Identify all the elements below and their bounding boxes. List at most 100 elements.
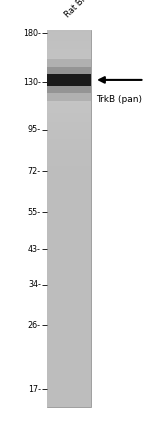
Text: 130-: 130- [23,78,41,87]
Bar [47,100,91,101]
Text: 72-: 72- [28,167,41,176]
Bar [47,205,91,207]
Bar [47,96,91,98]
Bar [47,47,91,49]
Bar [47,375,91,377]
Bar [47,128,91,130]
Bar [47,30,91,31]
Bar [47,114,91,117]
Bar [47,181,91,182]
Bar [47,309,91,311]
Bar [47,103,91,105]
Bar [47,360,91,362]
Bar [47,243,91,245]
Bar [47,333,91,335]
Bar [47,388,91,390]
Bar [47,299,91,301]
Bar [47,235,91,237]
Bar [47,337,91,339]
Bar [47,281,91,282]
Bar [47,254,91,256]
Bar [47,245,91,247]
Bar [47,352,91,354]
Bar [47,130,91,131]
Bar [47,120,91,122]
Bar [47,239,91,241]
Bar [47,258,91,260]
Bar [47,105,91,107]
Bar [47,194,91,196]
Text: 43-: 43- [28,245,41,254]
Bar [47,135,91,137]
Bar [47,117,91,118]
Bar [47,247,91,248]
Bar [47,152,91,154]
Bar [47,320,91,322]
Bar [47,332,91,333]
Bar [47,301,91,303]
Bar [47,198,91,199]
Bar [47,282,91,285]
Bar [47,294,91,296]
Bar [47,285,91,286]
Bar [47,226,91,228]
Bar [47,288,91,290]
Bar [47,143,91,145]
Bar [47,207,91,209]
Bar [47,339,91,341]
Bar [47,350,91,352]
Bar [47,37,91,39]
Bar [47,343,91,345]
Text: 95-: 95- [28,125,41,134]
Bar [47,66,91,67]
Bar [47,79,91,81]
Bar [47,86,91,88]
Bar [47,349,91,350]
Bar [47,141,91,143]
Bar [47,167,91,169]
Bar [47,307,91,309]
Bar [47,107,91,109]
Bar [47,160,91,162]
Bar [47,398,91,399]
Bar [47,148,91,151]
Text: 34-: 34- [28,280,41,289]
Bar [47,326,91,328]
Bar [47,126,91,128]
Bar [47,49,91,50]
Text: 55-: 55- [28,208,41,217]
Text: 17-: 17- [28,385,41,394]
Bar [47,273,91,275]
Bar [47,145,91,147]
Bar [47,298,91,299]
Bar [47,358,91,360]
Bar [47,315,91,316]
Bar [47,196,91,198]
Bar [47,256,91,258]
Bar [47,113,91,114]
Bar [47,60,91,62]
Bar [47,77,91,79]
Bar [47,43,91,45]
Bar [47,396,91,398]
Bar [47,84,91,86]
Bar [47,124,91,126]
Bar [47,39,91,41]
Bar [47,379,91,381]
Bar [47,200,91,201]
Bar [47,30,91,407]
Bar [47,192,91,194]
Bar [47,369,91,371]
Bar [47,260,91,262]
Bar [47,364,91,365]
Bar [47,111,91,113]
Bar [47,118,91,120]
Text: 180-: 180- [23,28,41,38]
Bar [47,222,91,224]
Bar [47,220,91,222]
Bar [47,54,91,56]
Bar [47,88,91,90]
Bar [47,313,91,315]
Text: TrkB (pan): TrkB (pan) [96,95,142,104]
Bar [47,356,91,358]
